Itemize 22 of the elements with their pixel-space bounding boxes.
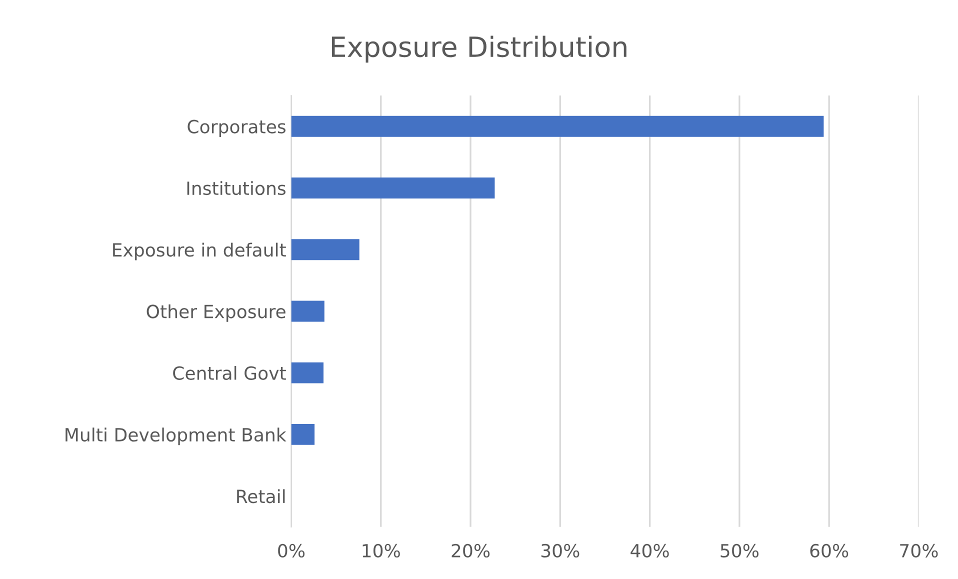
y-tick-label: Multi Development Bank	[66, 428, 286, 446]
bar	[291, 424, 315, 445]
y-tick-label: Exposure in default	[113, 242, 286, 260]
x-tick-label: 70%	[900, 544, 938, 558]
x-tick-label: 50%	[720, 544, 759, 558]
y-tick-label: Other Exposure	[146, 304, 286, 322]
x-tick-label: 20%	[452, 544, 490, 558]
x-tick-label: 10%	[362, 544, 400, 558]
bar	[291, 116, 824, 137]
y-tick-label: Retail	[237, 489, 285, 504]
y-tick-label: Central Govt	[173, 366, 286, 380]
x-tick-label: 40%	[630, 544, 669, 558]
x-tick-label: 0%	[278, 544, 305, 558]
chart-title: Exposure Distribution	[332, 36, 626, 63]
bar	[291, 300, 324, 322]
y-tick-label: Corporates	[188, 120, 286, 137]
bar	[291, 362, 324, 384]
bar	[291, 177, 495, 198]
x-tick-label: 60%	[810, 544, 848, 558]
bar	[291, 239, 360, 260]
y-tick-label: Institutions	[187, 181, 286, 196]
x-tick-label: 30%	[541, 544, 580, 558]
